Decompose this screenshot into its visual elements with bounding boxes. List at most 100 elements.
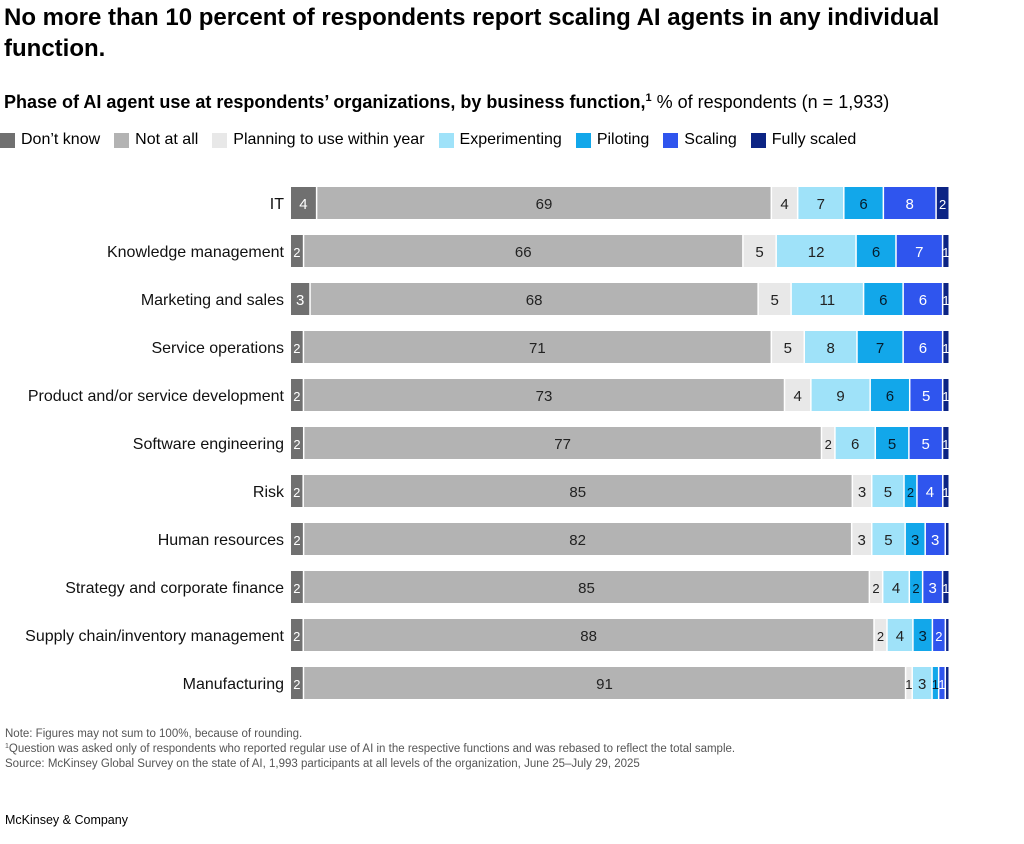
bar-segment-scaling: [925, 523, 945, 555]
bar-segment-not-at-all: [304, 379, 784, 411]
data-label: 1: [942, 341, 949, 356]
data-label: 69: [536, 196, 553, 213]
data-label: 2: [825, 437, 832, 452]
data-label: 5: [884, 532, 892, 549]
data-label: 7: [915, 244, 923, 261]
bar-segment-experimenting: [791, 283, 863, 315]
legend-item-not-at-all: Not at all: [114, 131, 198, 149]
bar-segment-scaling: [933, 619, 945, 651]
bar-segment-don-t-know: [291, 235, 303, 267]
category-label: Supply chain/inventory management: [25, 628, 284, 645]
bar-segment-fully-scaled: [943, 331, 949, 363]
bar-row-it: IT 4 69 4 7 6 8 2: [270, 187, 949, 219]
bar-segment-experimenting: [798, 187, 844, 219]
bar-segment-piloting: [844, 187, 883, 219]
bar-segment-fully-scaled: [945, 523, 949, 555]
data-label: 85: [569, 484, 586, 501]
bar-segment-scaling: [923, 571, 942, 603]
bar-segment-experimenting: [776, 235, 856, 267]
data-label: 6: [872, 244, 880, 261]
bar-segment-not-at-all: [303, 619, 874, 651]
data-label: 8: [906, 196, 914, 213]
bar-segment-piloting: [870, 379, 909, 411]
bar-segment-piloting: [913, 619, 932, 651]
data-label: 82: [569, 532, 586, 549]
data-label: 68: [526, 292, 543, 309]
data-label: 1: [905, 677, 912, 692]
bar-row-manufacturing: Manufacturing 2 91 1 3 1 1: [183, 667, 949, 699]
bar-segment-scaling: [896, 235, 942, 267]
bar-segment-not-at-all: [317, 187, 771, 219]
data-label: 1: [938, 677, 945, 692]
bar-segment-experimenting: [835, 427, 875, 459]
bar-segment-scaling: [917, 475, 943, 507]
bar-segment-not-at-all: [304, 571, 869, 603]
bar-row-software-engineering: Software engineering 2 77 2 6 5 5 1: [133, 427, 950, 459]
bar-segment-scaling: [909, 427, 942, 459]
data-label: 5: [784, 340, 792, 357]
data-label: 3: [911, 532, 919, 549]
data-label: 3: [918, 628, 926, 645]
category-label: Product and/or service development: [28, 388, 285, 405]
bar-segment-fully-scaled: [946, 667, 949, 699]
legend-label: Experimenting: [459, 131, 562, 148]
data-label: 4: [892, 580, 900, 597]
data-label: 2: [293, 389, 300, 404]
data-label: 5: [884, 484, 892, 501]
data-label: 3: [296, 292, 304, 309]
bar-segment-piloting: [876, 427, 909, 459]
bar-row-knowledge-management: Knowledge management 2 66 5 12 6 7 1: [107, 235, 950, 267]
brand-wordmark: McKinsey & Company: [5, 813, 128, 827]
subtitle-bold: Phase of AI agent use at respondents’ or…: [4, 92, 646, 112]
data-label: 2: [872, 581, 879, 596]
data-label: 2: [293, 533, 300, 548]
data-label: 1: [942, 485, 949, 500]
footnote-1-text: Question was asked only of respondents w…: [8, 743, 736, 755]
data-label: 6: [919, 292, 927, 309]
bar-row-product-and-or-service-development: Product and/or service development 2 73 4 9 6…: [28, 379, 950, 411]
bar-row-strategy-and-corporate-finance: Strategy and corporate finance 2 85 2 4 2 3 1: [65, 571, 950, 603]
category-label: Knowledge management: [107, 244, 285, 261]
data-label: 2: [293, 245, 300, 260]
bar-segment-scaling: [903, 283, 942, 315]
data-label: 12: [808, 244, 825, 261]
data-label: 3: [931, 532, 939, 549]
bar-segment-fully-scaled: [943, 379, 949, 411]
bar-segment-planning-to-use-within-year: [772, 331, 804, 363]
footnote-1-marker: 1: [5, 743, 9, 750]
bar-segment-experimenting: [883, 571, 909, 603]
bar-segment-don-t-know: [291, 187, 316, 219]
data-label: 5: [922, 388, 930, 405]
category-label: Service operations: [151, 340, 284, 357]
data-label: 5: [922, 436, 930, 453]
subtitle-footnote-marker: 1: [645, 92, 652, 104]
data-label: 71: [529, 340, 546, 357]
data-label: 6: [879, 292, 887, 309]
data-label: 6: [859, 196, 867, 213]
bar-segment-piloting: [910, 571, 922, 603]
data-label: 3: [918, 676, 926, 693]
bar-row-human-resources: Human resources 2 82 3 5 3 3: [158, 523, 949, 555]
data-label: 4: [926, 484, 934, 501]
data-label: 3: [858, 532, 866, 549]
bar-segment-piloting: [904, 475, 917, 507]
bar-segment-fully-scaled: [946, 619, 949, 651]
legend-label: Piloting: [596, 131, 650, 148]
data-label: 2: [293, 629, 300, 644]
data-label: 66: [515, 244, 532, 261]
legend-item-experimenting: Experimenting: [438, 131, 562, 149]
data-label: 2: [293, 341, 300, 356]
bar-segment-scaling: [910, 379, 942, 411]
bar-segment-scaling: [939, 667, 945, 699]
note-rounding: Note: Figures may not sum to 100%, becau…: [5, 728, 303, 740]
bar-segment-piloting: [856, 235, 896, 267]
data-label: 6: [851, 436, 859, 453]
bar-segment-don-t-know: [291, 523, 303, 555]
bar-segment-planning-to-use-within-year: [822, 427, 835, 459]
data-label: 5: [888, 436, 896, 453]
data-label: 3: [858, 484, 866, 501]
data-label: 5: [755, 244, 763, 261]
category-label: Strategy and corporate finance: [65, 580, 284, 597]
bar-segment-don-t-know: [291, 571, 303, 603]
